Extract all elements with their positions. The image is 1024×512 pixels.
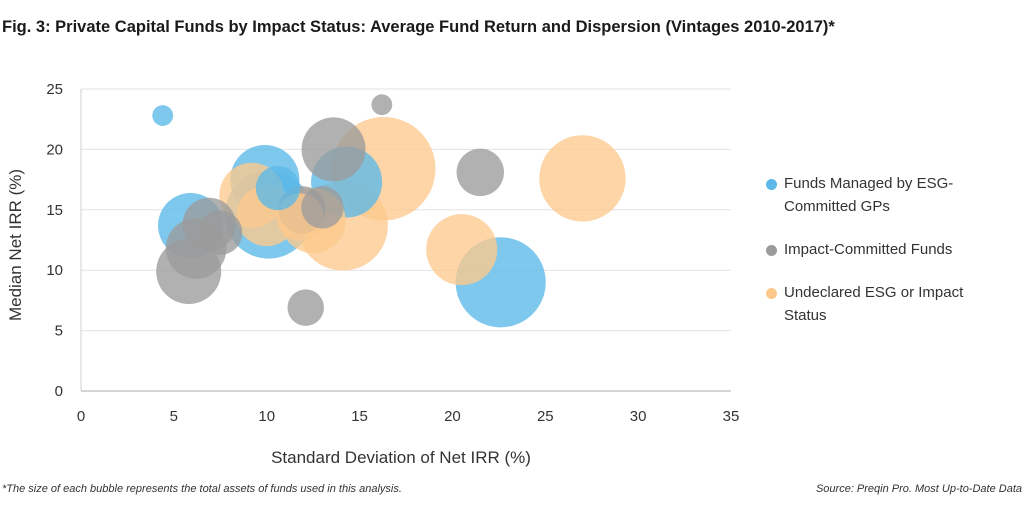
bubble-impact-0	[371, 94, 393, 116]
x-tick-label: 35	[723, 408, 740, 425]
y-tick-label: 5	[55, 323, 63, 340]
legend-item-undeclared[interactable]: Undeclared ESG or Impact Status	[766, 281, 996, 327]
legend-item-esg[interactable]: Funds Managed by ESG-Committed GPs	[766, 172, 996, 218]
x-tick-label: 30	[630, 408, 647, 425]
bubble-impact-9	[301, 186, 344, 229]
x-tick-label: 5	[170, 408, 178, 425]
legend-dot-undeclared	[766, 288, 777, 299]
x-tick-label: 20	[444, 408, 461, 425]
y-tick-label: 0	[55, 383, 63, 400]
x-tick-label: 10	[258, 408, 275, 425]
legend-label-undeclared: Undeclared ESG or Impact Status	[784, 284, 964, 324]
legend-dot-impact	[766, 245, 777, 256]
legend: Funds Managed by ESG-Committed GPs Impac…	[766, 172, 996, 347]
y-tick-label: 25	[46, 81, 63, 98]
legend-item-impact[interactable]: Impact-Committed Funds	[766, 238, 996, 261]
bubble-esg-4	[255, 165, 300, 211]
bubble-impact-1	[301, 117, 366, 182]
x-tick-label: 25	[537, 408, 554, 425]
legend-dot-esg	[766, 179, 777, 190]
x-tick-label: 15	[351, 408, 368, 425]
axes	[80, 89, 731, 392]
bubble-impact-4	[198, 210, 243, 255]
y-tick-label: 10	[46, 262, 63, 279]
y-tick-label: 20	[46, 141, 63, 158]
bubble-impact-2	[456, 148, 504, 197]
bubbles	[152, 94, 626, 328]
legend-label-impact: Impact-Committed Funds	[784, 241, 953, 258]
tick-labels: 0 5 10 15 20 25 0 5 10 15 20 25 30 35	[46, 81, 739, 425]
legend-label-esg: Funds Managed by ESG-Committed GPs	[784, 175, 954, 215]
chart-title: Fig. 3: Private Capital Funds by Impact …	[2, 18, 835, 36]
y-axis-label: Median Net IRR (%)	[6, 169, 25, 321]
source-note: Source: Preqin Pro. Most Up-to-Date Data	[815, 483, 1022, 495]
x-axis-label: Standard Deviation of Net IRR (%)	[271, 448, 531, 467]
x-tick-label: 0	[77, 408, 85, 425]
footnote: *The size of each bubble represents the …	[2, 483, 402, 495]
bubble-undeclared-7	[426, 214, 498, 286]
bubble-esg-0	[152, 105, 174, 126]
bubble-impact-7	[287, 289, 324, 326]
bubble-undeclared-1	[539, 135, 626, 222]
y-tick-label: 15	[46, 202, 63, 219]
